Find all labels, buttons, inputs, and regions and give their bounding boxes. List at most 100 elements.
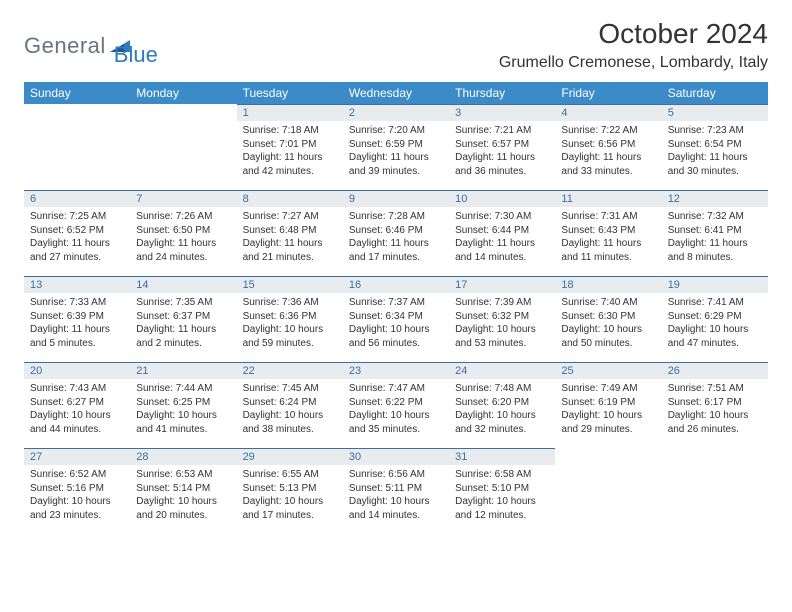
calendar-cell: 18Sunrise: 7:40 AMSunset: 6:30 PMDayligh…	[555, 276, 661, 362]
day-body: Sunrise: 6:53 AMSunset: 5:14 PMDaylight:…	[130, 465, 236, 526]
day-cell: 22Sunrise: 7:45 AMSunset: 6:24 PMDayligh…	[237, 362, 343, 448]
daylight-line: Daylight: 11 hours and 11 minutes.	[561, 237, 655, 264]
sunrise-line: Sunrise: 7:20 AM	[349, 124, 443, 138]
sunrise-line: Sunrise: 7:31 AM	[561, 210, 655, 224]
day-number: 2	[343, 104, 449, 121]
day-body: Sunrise: 7:33 AMSunset: 6:39 PMDaylight:…	[24, 293, 130, 354]
daylight-line: Daylight: 11 hours and 42 minutes.	[243, 151, 337, 178]
sunset-line: Sunset: 6:41 PM	[668, 224, 762, 238]
sunrise-line: Sunrise: 7:49 AM	[561, 382, 655, 396]
sunrise-line: Sunrise: 7:43 AM	[30, 382, 124, 396]
day-number: 13	[24, 276, 130, 293]
calendar-cell: 17Sunrise: 7:39 AMSunset: 6:32 PMDayligh…	[449, 276, 555, 362]
day-body: Sunrise: 7:32 AMSunset: 6:41 PMDaylight:…	[662, 207, 768, 268]
day-cell: 9Sunrise: 7:28 AMSunset: 6:46 PMDaylight…	[343, 190, 449, 276]
month-title: October 2024	[499, 18, 768, 50]
logo-part2: Blue	[114, 42, 158, 67]
sunrise-line: Sunrise: 7:23 AM	[668, 124, 762, 138]
daylight-line: Daylight: 11 hours and 2 minutes.	[136, 323, 230, 350]
day-body: Sunrise: 7:21 AMSunset: 6:57 PMDaylight:…	[449, 121, 555, 182]
day-number: 31	[449, 448, 555, 465]
daylight-line: Daylight: 11 hours and 24 minutes.	[136, 237, 230, 264]
sunset-line: Sunset: 6:29 PM	[668, 310, 762, 324]
day-cell: 5Sunrise: 7:23 AMSunset: 6:54 PMDaylight…	[662, 104, 768, 190]
calendar-cell: 7Sunrise: 7:26 AMSunset: 6:50 PMDaylight…	[130, 190, 236, 276]
calendar-cell: 16Sunrise: 7:37 AMSunset: 6:34 PMDayligh…	[343, 276, 449, 362]
calendar-cell: 14Sunrise: 7:35 AMSunset: 6:37 PMDayligh…	[130, 276, 236, 362]
sunrise-line: Sunrise: 7:51 AM	[668, 382, 762, 396]
sunset-line: Sunset: 6:30 PM	[561, 310, 655, 324]
daylight-line: Daylight: 10 hours and 26 minutes.	[668, 409, 762, 436]
sunset-line: Sunset: 6:54 PM	[668, 138, 762, 152]
day-number: 25	[555, 362, 661, 379]
calendar-cell: 22Sunrise: 7:45 AMSunset: 6:24 PMDayligh…	[237, 362, 343, 448]
day-cell: 24Sunrise: 7:48 AMSunset: 6:20 PMDayligh…	[449, 362, 555, 448]
day-cell: 14Sunrise: 7:35 AMSunset: 6:37 PMDayligh…	[130, 276, 236, 362]
sunrise-line: Sunrise: 7:33 AM	[30, 296, 124, 310]
daylight-line: Daylight: 10 hours and 38 minutes.	[243, 409, 337, 436]
day-cell: 15Sunrise: 7:36 AMSunset: 6:36 PMDayligh…	[237, 276, 343, 362]
day-body: Sunrise: 7:20 AMSunset: 6:59 PMDaylight:…	[343, 121, 449, 182]
daylight-line: Daylight: 10 hours and 44 minutes.	[30, 409, 124, 436]
sunrise-line: Sunrise: 7:37 AM	[349, 296, 443, 310]
day-body: Sunrise: 6:58 AMSunset: 5:10 PMDaylight:…	[449, 465, 555, 526]
calendar-cell: 11Sunrise: 7:31 AMSunset: 6:43 PMDayligh…	[555, 190, 661, 276]
daylight-line: Daylight: 11 hours and 17 minutes.	[349, 237, 443, 264]
sunrise-line: Sunrise: 7:39 AM	[455, 296, 549, 310]
sunset-line: Sunset: 6:25 PM	[136, 396, 230, 410]
calendar-cell: 30Sunrise: 6:56 AMSunset: 5:11 PMDayligh…	[343, 448, 449, 534]
day-cell: 27Sunrise: 6:52 AMSunset: 5:16 PMDayligh…	[24, 448, 130, 534]
calendar-cell	[662, 448, 768, 534]
calendar-week-row: 27Sunrise: 6:52 AMSunset: 5:16 PMDayligh…	[24, 448, 768, 534]
sunrise-line: Sunrise: 6:56 AM	[349, 468, 443, 482]
day-body: Sunrise: 7:28 AMSunset: 6:46 PMDaylight:…	[343, 207, 449, 268]
sunset-line: Sunset: 6:36 PM	[243, 310, 337, 324]
day-body: Sunrise: 7:26 AMSunset: 6:50 PMDaylight:…	[130, 207, 236, 268]
sunset-line: Sunset: 6:43 PM	[561, 224, 655, 238]
calendar-week-row: 6Sunrise: 7:25 AMSunset: 6:52 PMDaylight…	[24, 190, 768, 276]
calendar-cell: 15Sunrise: 7:36 AMSunset: 6:36 PMDayligh…	[237, 276, 343, 362]
calendar-cell: 13Sunrise: 7:33 AMSunset: 6:39 PMDayligh…	[24, 276, 130, 362]
day-cell: 17Sunrise: 7:39 AMSunset: 6:32 PMDayligh…	[449, 276, 555, 362]
sunrise-line: Sunrise: 7:21 AM	[455, 124, 549, 138]
sunset-line: Sunset: 6:27 PM	[30, 396, 124, 410]
daylight-line: Daylight: 10 hours and 59 minutes.	[243, 323, 337, 350]
daylight-line: Daylight: 11 hours and 14 minutes.	[455, 237, 549, 264]
day-cell: 6Sunrise: 7:25 AMSunset: 6:52 PMDaylight…	[24, 190, 130, 276]
sunset-line: Sunset: 6:17 PM	[668, 396, 762, 410]
day-cell: 21Sunrise: 7:44 AMSunset: 6:25 PMDayligh…	[130, 362, 236, 448]
daylight-line: Daylight: 10 hours and 56 minutes.	[349, 323, 443, 350]
daylight-line: Daylight: 11 hours and 36 minutes.	[455, 151, 549, 178]
sunset-line: Sunset: 6:50 PM	[136, 224, 230, 238]
day-cell: 19Sunrise: 7:41 AMSunset: 6:29 PMDayligh…	[662, 276, 768, 362]
location: Grumello Cremonese, Lombardy, Italy	[499, 54, 768, 72]
sunrise-line: Sunrise: 7:26 AM	[136, 210, 230, 224]
sunrise-line: Sunrise: 7:27 AM	[243, 210, 337, 224]
calendar-cell: 23Sunrise: 7:47 AMSunset: 6:22 PMDayligh…	[343, 362, 449, 448]
sunrise-line: Sunrise: 6:52 AM	[30, 468, 124, 482]
sunset-line: Sunset: 6:19 PM	[561, 396, 655, 410]
day-cell: 13Sunrise: 7:33 AMSunset: 6:39 PMDayligh…	[24, 276, 130, 362]
calendar-cell: 26Sunrise: 7:51 AMSunset: 6:17 PMDayligh…	[662, 362, 768, 448]
calendar-cell	[130, 104, 236, 190]
weekday-header: Sunday	[24, 82, 130, 104]
daylight-line: Daylight: 11 hours and 30 minutes.	[668, 151, 762, 178]
calendar-cell: 25Sunrise: 7:49 AMSunset: 6:19 PMDayligh…	[555, 362, 661, 448]
day-number: 7	[130, 190, 236, 207]
calendar-cell	[24, 104, 130, 190]
calendar-cell: 19Sunrise: 7:41 AMSunset: 6:29 PMDayligh…	[662, 276, 768, 362]
day-cell: 3Sunrise: 7:21 AMSunset: 6:57 PMDaylight…	[449, 104, 555, 190]
weekday-header: Monday	[130, 82, 236, 104]
day-cell: 12Sunrise: 7:32 AMSunset: 6:41 PMDayligh…	[662, 190, 768, 276]
sunset-line: Sunset: 6:48 PM	[243, 224, 337, 238]
day-cell: 31Sunrise: 6:58 AMSunset: 5:10 PMDayligh…	[449, 448, 555, 534]
day-body: Sunrise: 7:39 AMSunset: 6:32 PMDaylight:…	[449, 293, 555, 354]
sunset-line: Sunset: 5:13 PM	[243, 482, 337, 496]
sunrise-line: Sunrise: 7:40 AM	[561, 296, 655, 310]
day-cell: 10Sunrise: 7:30 AMSunset: 6:44 PMDayligh…	[449, 190, 555, 276]
sunrise-line: Sunrise: 7:28 AM	[349, 210, 443, 224]
daylight-line: Daylight: 11 hours and 8 minutes.	[668, 237, 762, 264]
day-number: 4	[555, 104, 661, 121]
calendar-cell: 4Sunrise: 7:22 AMSunset: 6:56 PMDaylight…	[555, 104, 661, 190]
calendar-cell: 27Sunrise: 6:52 AMSunset: 5:16 PMDayligh…	[24, 448, 130, 534]
